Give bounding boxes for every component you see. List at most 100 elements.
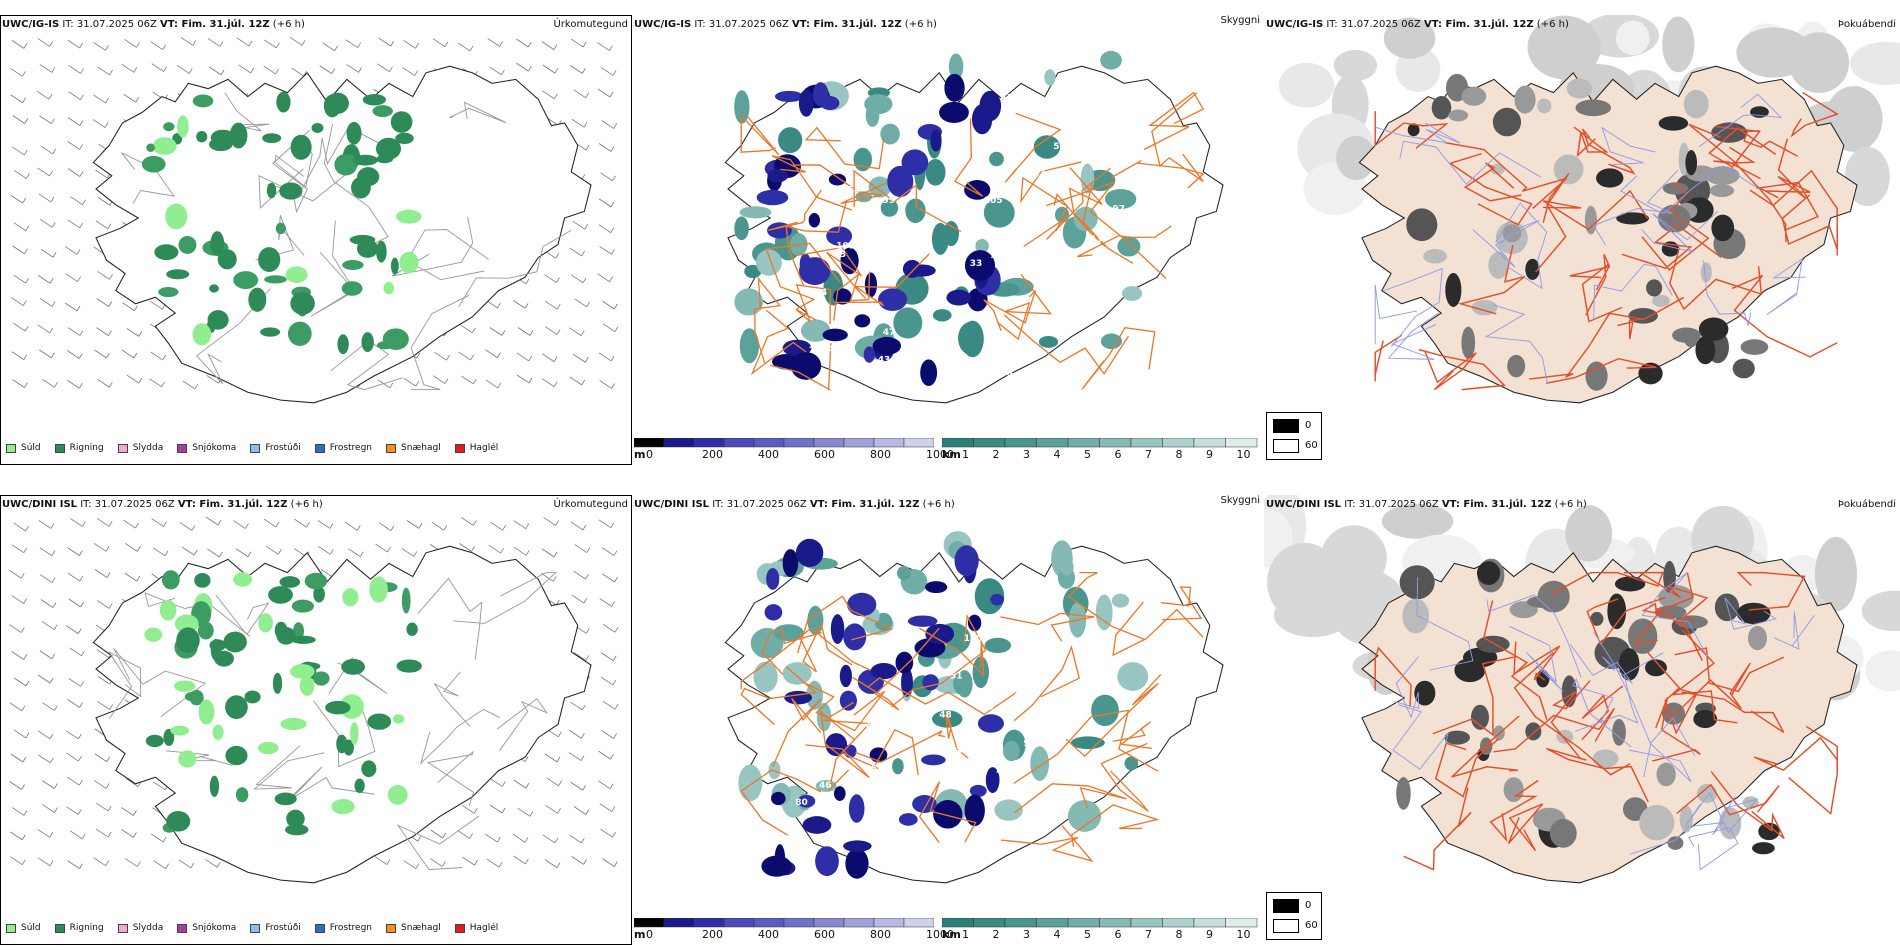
wind-barb-flag xyxy=(446,354,450,361)
road-line xyxy=(274,142,313,189)
field-cell xyxy=(274,621,288,639)
cloud-tick: 10 xyxy=(1236,448,1251,461)
wind-barb-flag xyxy=(133,352,138,359)
visibility-value: 46 xyxy=(819,781,832,791)
wind-barb xyxy=(490,521,503,531)
cloud-tick: 3 xyxy=(1023,928,1030,941)
field-cell xyxy=(367,713,392,730)
wind-barb-flag xyxy=(581,379,586,386)
colorbar-step xyxy=(1225,438,1258,448)
wind-barb-flag xyxy=(22,300,27,306)
wind-barb xyxy=(601,730,614,739)
road-line xyxy=(410,294,470,391)
wind-barb xyxy=(544,859,558,868)
wind-barb xyxy=(150,301,163,310)
field-cell xyxy=(971,104,993,135)
field-cell xyxy=(325,700,351,715)
road-line xyxy=(258,168,350,209)
wind-barb xyxy=(545,804,558,814)
run-info-header: UWC/IG-IS IT: 31.07.2025 06Z VT: Fim. 31… xyxy=(2,19,305,31)
wind-barb xyxy=(207,38,221,47)
lead-time: (+6 h) xyxy=(1551,499,1587,510)
wind-barb xyxy=(458,351,471,361)
wind-barb-flag xyxy=(23,149,28,156)
wind-barb xyxy=(517,327,531,336)
colorbar-step xyxy=(903,438,934,448)
wind-barb xyxy=(124,572,138,582)
field-cell xyxy=(292,622,305,640)
field-cell xyxy=(1002,740,1020,762)
wind-barb-flag xyxy=(216,862,221,868)
field-cell xyxy=(1676,615,1708,629)
field-cell xyxy=(868,176,892,198)
field-cell xyxy=(893,307,923,339)
colorbar-step xyxy=(1130,918,1163,928)
field-cell xyxy=(822,328,848,342)
visibility-value: 63 xyxy=(998,704,1011,714)
wind-barb-flag xyxy=(585,573,589,580)
wind-barb xyxy=(41,621,55,630)
wind-barb-flag xyxy=(414,70,418,76)
road-line xyxy=(1592,169,1679,246)
visibility-value: 51 xyxy=(1014,693,1027,703)
field-cell xyxy=(739,206,772,219)
wind-barb-flag xyxy=(22,97,26,103)
cloud-tick: 9 xyxy=(1206,928,1213,941)
road-line xyxy=(796,595,894,654)
run-info-header: UWC/DINI ISL IT: 31.07.2025 06Z VT: Fim.… xyxy=(1266,499,1587,511)
field-cell xyxy=(1627,618,1658,654)
wind-barb-flag xyxy=(558,780,562,786)
wind-barb-flag xyxy=(49,278,54,284)
wind-barb-flag xyxy=(49,832,54,838)
field-cell xyxy=(141,155,166,173)
field-cell xyxy=(166,269,190,280)
wind-barb xyxy=(94,753,107,763)
wind-barb xyxy=(10,856,23,865)
wind-barb xyxy=(153,860,166,870)
wind-barb-flag xyxy=(528,377,533,384)
field-cell xyxy=(361,332,374,352)
wind-barb xyxy=(66,806,79,815)
wind-barb-flag xyxy=(48,93,53,100)
wind-barb-flag xyxy=(76,249,81,255)
field-cell xyxy=(1333,49,1378,81)
field-cell xyxy=(376,155,393,164)
precip-panel-title: Úrkomutegund xyxy=(553,19,628,30)
field-cell xyxy=(1683,89,1709,119)
legend-swatch xyxy=(386,923,397,933)
wind-barb-flag xyxy=(580,755,585,761)
visibility-map: 5397537036434242766010951435431449711299… xyxy=(724,50,1224,404)
visibility-panel: 52 103 70 94 50 80 55 46 55 100 12 78 51 48 51 59 74 119 9… xyxy=(632,495,1264,945)
field-cell xyxy=(1566,78,1593,99)
road-line xyxy=(740,627,871,690)
wind-barb xyxy=(38,193,52,203)
field-cell xyxy=(1122,286,1143,301)
road-line xyxy=(1493,707,1616,753)
wind-barb xyxy=(294,518,307,528)
wind-barb-flag xyxy=(610,227,615,233)
visibility-value: 103 xyxy=(943,747,962,757)
field-cell xyxy=(983,197,1015,228)
fog-index-map xyxy=(1264,15,1900,435)
wind-barb xyxy=(37,167,50,177)
wind-barb xyxy=(573,570,586,580)
wind-barb xyxy=(13,677,27,687)
cloud-tick: 1 xyxy=(962,928,969,941)
road-line xyxy=(1457,245,1526,315)
field-cell xyxy=(1616,20,1650,56)
field-cell xyxy=(311,122,324,133)
wind-barb xyxy=(569,327,582,337)
wind-barb xyxy=(13,522,26,532)
wind-barb xyxy=(10,67,23,77)
legend-label: Snæhagl xyxy=(401,923,441,933)
wind-barb-flag xyxy=(23,547,28,553)
field-cell xyxy=(1658,116,1689,131)
wind-barb-flag xyxy=(52,252,57,258)
road-line xyxy=(452,572,557,624)
wind-barb-flag xyxy=(585,628,590,634)
wind-barb xyxy=(598,143,612,152)
field-cell xyxy=(258,613,274,633)
wind-barb xyxy=(541,41,555,50)
road-line xyxy=(796,246,867,299)
wind-barb-flag xyxy=(22,859,26,865)
